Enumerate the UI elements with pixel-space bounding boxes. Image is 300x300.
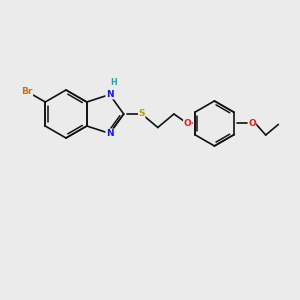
Text: N: N xyxy=(106,90,113,99)
Text: S: S xyxy=(139,110,145,118)
Text: Br: Br xyxy=(21,87,33,96)
Text: O: O xyxy=(248,119,256,128)
Text: N: N xyxy=(106,129,113,138)
Text: O: O xyxy=(184,119,191,128)
Text: H: H xyxy=(110,78,117,87)
